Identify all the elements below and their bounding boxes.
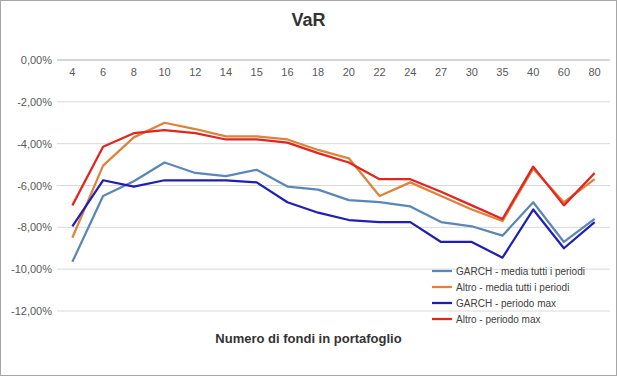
x-tick-label: 15 <box>251 66 263 78</box>
legend-label: GARCH - media tutti i periodi <box>456 266 585 277</box>
chart-border <box>1 1 617 376</box>
series-line <box>72 123 594 238</box>
y-tick-label: -6,00% <box>17 180 52 192</box>
y-tick-label: -8,00% <box>17 221 52 233</box>
series-line <box>72 180 594 257</box>
x-tick-label: 4 <box>69 66 75 78</box>
chart: VaR 0,00% -2,00% -4,00% -6,00% -8,00% -10,00% -… <box>0 0 617 376</box>
x-tick-label: 10 <box>158 66 170 78</box>
x-tick-label: 30 <box>466 66 478 78</box>
legend-label: Altro - media tutti i periodi <box>456 282 569 293</box>
grid-line <box>57 101 610 102</box>
x-tick-label: 40 <box>527 66 539 78</box>
x-tick-label: 12 <box>189 66 201 78</box>
x-axis-title: Numero di fondi in portafoglio <box>215 331 401 346</box>
x-tick-label: 20 <box>343 66 355 78</box>
legend: GARCH - media tutti i periodi Altro - med… <box>432 266 585 325</box>
x-tick-label: 18 <box>312 66 324 78</box>
legend-label: GARCH - periodo max <box>456 298 556 309</box>
legend-swatch <box>432 302 452 304</box>
grid-line <box>57 60 610 61</box>
x-tick-label: 24 <box>404 66 416 78</box>
x-tick-label: 6 <box>100 66 106 78</box>
x-tick-label: 8 <box>131 66 137 78</box>
x-tick-label: 27 <box>435 66 447 78</box>
legend-swatch <box>432 318 452 320</box>
x-tick-label: 60 <box>558 66 570 78</box>
y-tick-label: -10,00% <box>11 263 52 275</box>
y-tick-label: -12,00% <box>11 305 52 317</box>
x-tick-label: 35 <box>496 66 508 78</box>
grid-line <box>57 143 610 144</box>
y-tick-label: 0,00% <box>21 54 52 66</box>
y-tick-label: -4,00% <box>17 138 52 150</box>
series-line <box>72 162 594 261</box>
x-tick-label: 80 <box>589 66 601 78</box>
x-tick-label: 16 <box>281 66 293 78</box>
legend-swatch <box>432 286 452 288</box>
legend-label: Altro - periodo max <box>456 314 540 325</box>
x-axis <box>57 60 610 61</box>
y-tick-label: -2,00% <box>17 96 52 108</box>
plot-area <box>72 123 594 262</box>
grid-line <box>57 311 610 312</box>
x-tick-label: 22 <box>373 66 385 78</box>
title: VaR <box>291 10 325 30</box>
series-line <box>72 130 594 219</box>
x-tick-label: 14 <box>220 66 232 78</box>
grid-line <box>57 227 610 228</box>
legend-swatch <box>432 270 452 272</box>
